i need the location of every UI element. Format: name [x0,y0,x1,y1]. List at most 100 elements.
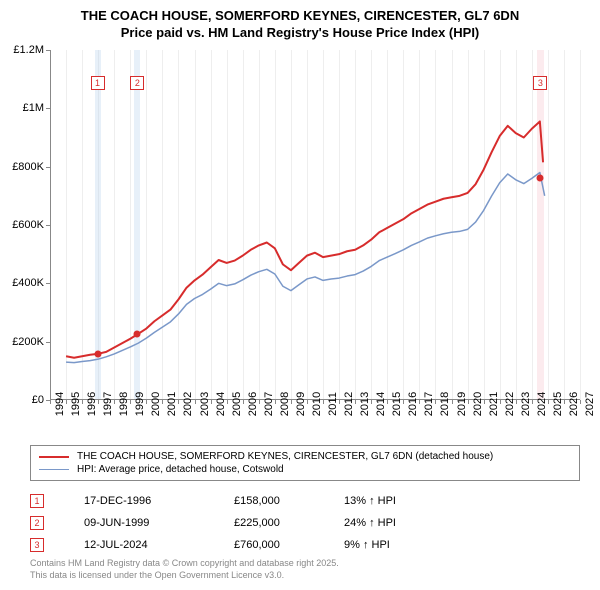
x-tick-label: 2004 [215,392,227,416]
sale-marker-box: 2 [130,76,144,90]
sale-date: 17-DEC-1996 [84,495,234,507]
sale-delta: 24% ↑ HPI [344,517,444,529]
x-tick [339,400,340,404]
x-tick [195,400,196,404]
line-series-svg [50,50,580,400]
x-tick [371,400,372,404]
x-tick-label: 2002 [182,392,194,416]
sale-row-marker: 1 [30,494,44,508]
legend-item: THE COACH HOUSE, SOMERFORD KEYNES, CIREN… [39,450,571,463]
x-tick [419,400,420,404]
y-tick-label: £800K [12,161,44,173]
sale-marker-dot [94,350,101,357]
legend: THE COACH HOUSE, SOMERFORD KEYNES, CIREN… [30,445,580,481]
x-tick-label: 2009 [295,392,307,416]
x-tick-label: 1995 [70,392,82,416]
x-tick [500,400,501,404]
x-tick [323,400,324,404]
sale-row: 1 17-DEC-1996£158,00013% ↑ HPI [30,490,444,512]
x-tick-label: 2015 [391,392,403,416]
x-tick [66,400,67,404]
x-tick [227,400,228,404]
x-tick [307,400,308,404]
chart-plot-area: 123 £0£200K£400K£600K£800K£1M£1.2M 19941… [50,50,580,400]
y-tick [46,50,50,51]
x-tick-label: 2026 [568,392,580,416]
x-tick-label: 2018 [439,392,451,416]
x-tick-label: 2011 [327,392,339,416]
x-tick [387,400,388,404]
x-tick [259,400,260,404]
x-tick [548,400,549,404]
x-tick-label: 2010 [311,392,323,416]
y-tick [46,283,50,284]
x-tick [275,400,276,404]
x-tick [452,400,453,404]
x-gridline [580,50,581,400]
x-tick [162,400,163,404]
sale-date: 12-JUL-2024 [84,539,234,551]
sale-price: £158,000 [234,495,344,507]
y-tick-label: £0 [32,394,44,406]
x-tick [130,400,131,404]
x-tick [532,400,533,404]
y-tick [46,225,50,226]
x-tick [564,400,565,404]
sale-row-marker: 3 [30,538,44,552]
x-tick [82,400,83,404]
x-tick-label: 2003 [199,392,211,416]
y-tick-label: £200K [12,336,44,348]
legend-swatch [39,469,69,471]
y-tick-label: £400K [12,277,44,289]
x-tick [403,400,404,404]
x-tick [50,400,51,404]
footer-line-1: Contains HM Land Registry data © Crown c… [30,558,339,570]
x-tick-label: 2024 [536,392,548,416]
x-tick-label: 2013 [359,392,371,416]
y-tick-label: £600K [12,219,44,231]
x-tick [98,400,99,404]
footer-attribution: Contains HM Land Registry data © Crown c… [30,558,339,581]
x-tick-label: 2022 [504,392,516,416]
footer-line-2: This data is licensed under the Open Gov… [30,570,339,582]
x-tick [435,400,436,404]
x-tick-label: 2005 [231,392,243,416]
sale-price: £225,000 [234,517,344,529]
x-tick [355,400,356,404]
x-tick-label: 2023 [520,392,532,416]
x-tick-label: 1998 [118,392,130,416]
x-tick-label: 2014 [375,392,387,416]
x-tick-label: 2021 [488,392,500,416]
legend-swatch [39,456,69,458]
sale-row: 3 12-JUL-2024£760,0009% ↑ HPI [30,534,444,556]
x-tick [484,400,485,404]
x-tick [291,400,292,404]
sale-delta: 9% ↑ HPI [344,539,444,551]
x-tick-label: 1996 [86,392,98,416]
x-tick [468,400,469,404]
x-tick-label: 2012 [343,392,355,416]
x-tick-label: 1997 [102,392,114,416]
x-tick-label: 2017 [423,392,435,416]
x-tick [146,400,147,404]
x-tick [178,400,179,404]
x-tick [114,400,115,404]
x-tick-label: 2001 [166,392,178,416]
legend-item: HPI: Average price, detached house, Cots… [39,463,571,476]
x-tick-label: 2020 [472,392,484,416]
x-tick-label: 1999 [134,392,146,416]
x-tick-label: 2006 [247,392,259,416]
legend-label: THE COACH HOUSE, SOMERFORD KEYNES, CIREN… [77,451,493,462]
title-line-2: Price paid vs. HM Land Registry's House … [0,25,600,42]
sale-marker-dot [537,175,544,182]
sale-price: £760,000 [234,539,344,551]
x-tick-label: 2025 [552,392,564,416]
series-line [66,121,543,357]
x-tick-label: 2027 [584,392,596,416]
y-tick [46,108,50,109]
y-tick [46,167,50,168]
chart-container: THE COACH HOUSE, SOMERFORD KEYNES, CIREN… [0,0,600,590]
sale-delta: 13% ↑ HPI [344,495,444,507]
sale-date: 09-JUN-1999 [84,517,234,529]
x-tick-label: 2000 [150,392,162,416]
